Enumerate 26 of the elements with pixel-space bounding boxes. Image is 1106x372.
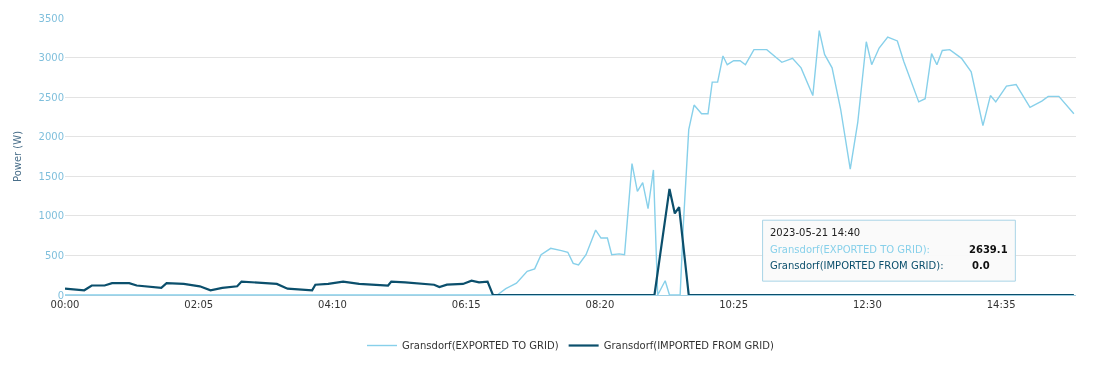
- x-tick-label: 08:20: [585, 299, 615, 310]
- annotation: 2639.1: [969, 244, 1008, 255]
- y-tick-label: 2000: [38, 131, 64, 143]
- y-tick-label: 500: [44, 249, 64, 261]
- line-series: [65, 29, 1075, 295]
- y-tick-label: 1500: [38, 170, 64, 182]
- x-tick-label: 12:30: [852, 299, 882, 310]
- y-tick-label: 1000: [38, 210, 64, 222]
- y-tick-label: 0: [57, 289, 64, 301]
- y-axis-title: Power (W): [11, 130, 23, 183]
- line-series: [65, 187, 1075, 295]
- annotation: 2023-05-21 14:40: [770, 227, 861, 238]
- x-tick-label: 00:00: [50, 299, 80, 310]
- legend-label: Gransdorf(EXPORTED TO GRID): [402, 340, 559, 352]
- y-tick-label: 2500: [38, 91, 64, 103]
- x-tick-label: 14:35: [986, 299, 1016, 310]
- x-tick-label: 10:25: [719, 299, 749, 310]
- annotation: Gransdorf(IMPORTED FROM GRID):: [770, 260, 944, 271]
- annotation: 0.0: [972, 260, 990, 271]
- annotation: Gransdorf(EXPORTED TO GRID):: [770, 244, 930, 255]
- y-tick-label: 3500: [38, 12, 64, 24]
- legend-label: Gransdorf(IMPORTED FROM GRID): [603, 340, 774, 352]
- x-tick-label: 06:15: [451, 299, 481, 310]
- x-tick-label: 02:05: [184, 299, 214, 310]
- y-tick-label: 3000: [38, 52, 64, 64]
- x-tick-label: 04:10: [318, 299, 347, 310]
